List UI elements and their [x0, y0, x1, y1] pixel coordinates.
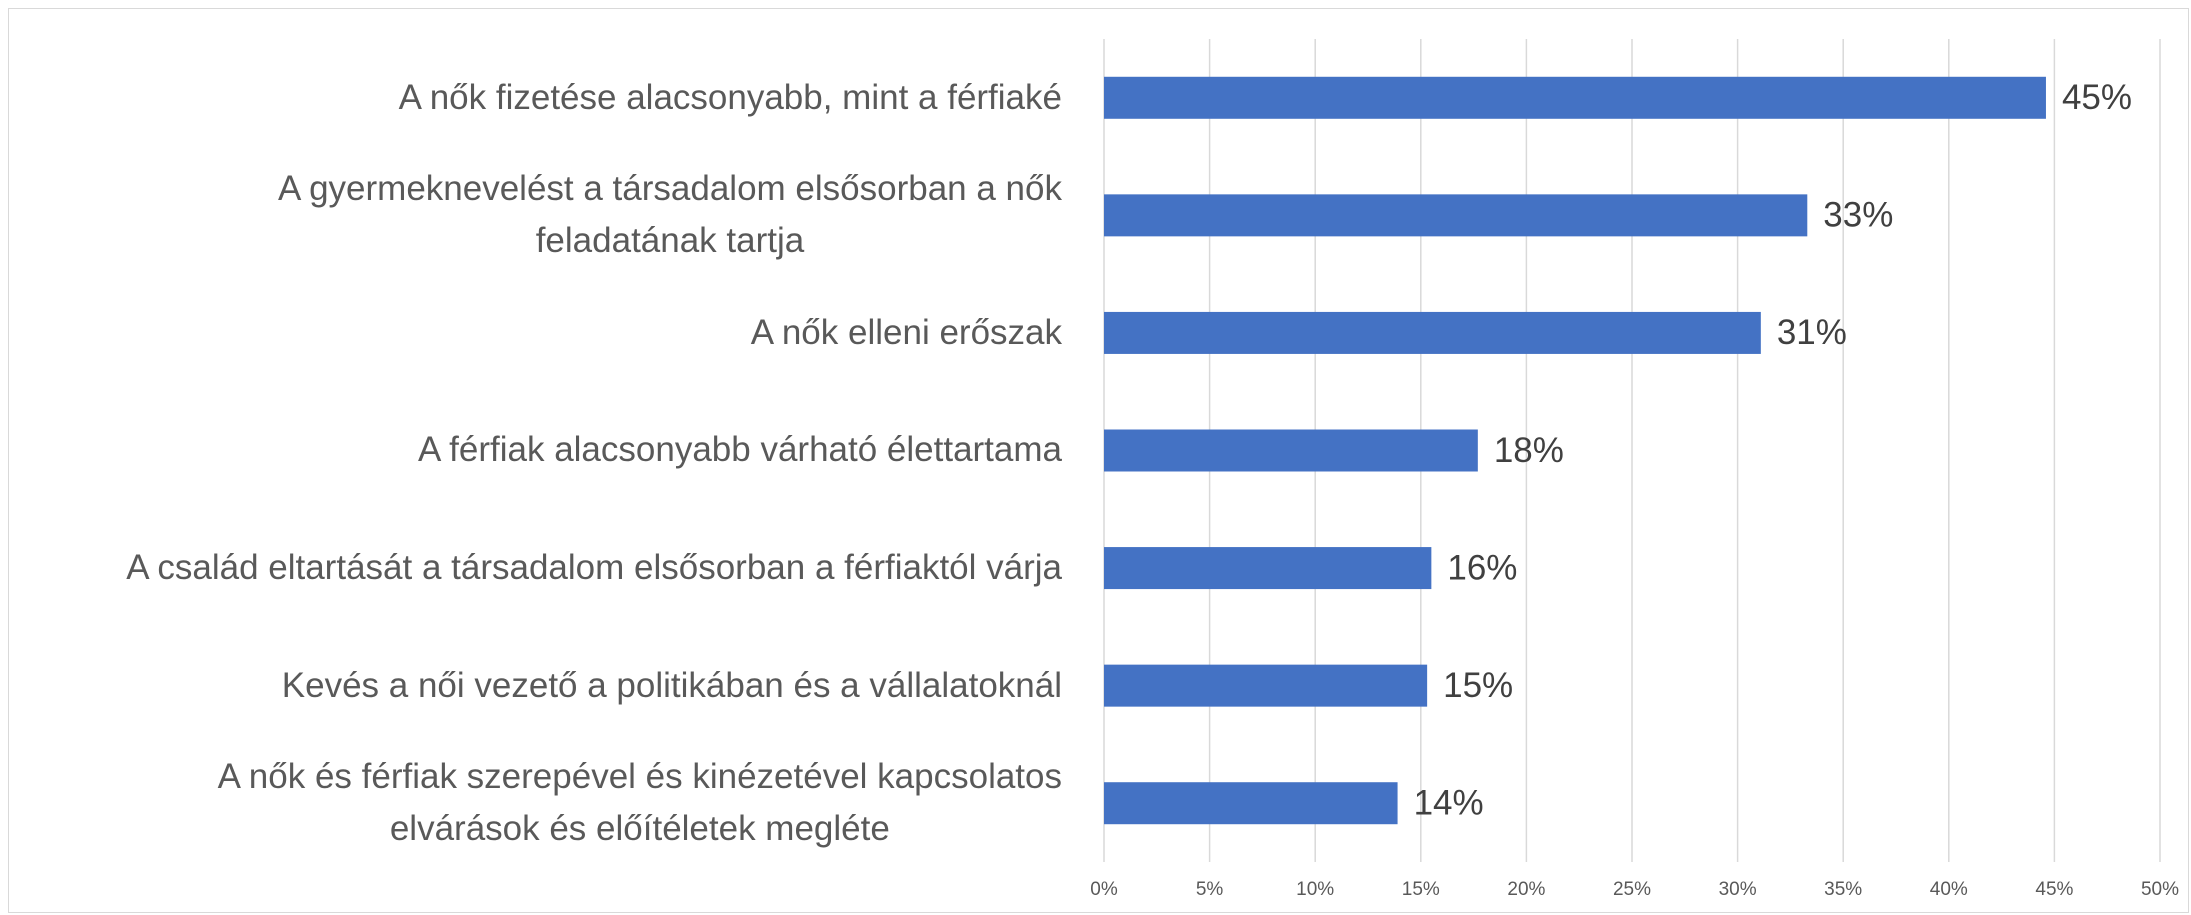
x-tick-label: 40%	[1930, 879, 1968, 900]
category-label: A férfiak alacsonyabb várható élettartam…	[418, 430, 1062, 470]
category-label: Kevés a női vezető a politikában és a vá…	[281, 665, 1062, 705]
bar	[1104, 664, 1428, 707]
x-tick-label: 50%	[2141, 879, 2179, 900]
category-label-box: A nők és férfiak szerepével és kinézetév…	[10, 744, 1062, 862]
x-tick-label: 5%	[1196, 879, 1224, 900]
x-tick-label: 10%	[1296, 879, 1334, 900]
bar	[1104, 782, 1398, 825]
x-tick-label: 0%	[1090, 879, 1118, 900]
x-tick-label: 45%	[2035, 879, 2073, 900]
x-tick-label: 35%	[1824, 879, 1862, 900]
x-tick-label: 30%	[1719, 879, 1757, 900]
category-label-box: A család eltartását a társadalom elsősor…	[10, 509, 1062, 627]
value-label: 31%	[1777, 313, 1847, 352]
category-label-box: A gyermeknevelést a társadalom elsősorba…	[10, 157, 1062, 275]
category-label: A gyermeknevelést a társadalom elsősorba…	[277, 169, 1062, 261]
chart-frame	[8, 8, 2189, 913]
bar	[1104, 311, 1761, 354]
category-label: A nők és férfiak szerepével és kinézetév…	[217, 757, 1062, 849]
category-label: A család eltartását a társadalom elsősor…	[126, 548, 1062, 588]
value-label: 14%	[1414, 783, 1484, 822]
x-tick-label: 15%	[1402, 879, 1440, 900]
x-tick-label: 20%	[1507, 879, 1545, 900]
bar	[1104, 547, 1432, 590]
value-label: 45%	[2062, 78, 2132, 117]
bar	[1104, 76, 2046, 119]
category-label-box: A férfiak alacsonyabb várható élettartam…	[10, 392, 1062, 510]
category-label-box: Kevés a női vezető a politikában és a vá…	[10, 627, 1062, 745]
bar	[1104, 194, 1808, 237]
value-label: 15%	[1443, 666, 1513, 705]
category-label-box: A nők elleni erőszak	[10, 274, 1062, 392]
category-label-box: A nők fizetése alacsonyabb, mint a férfi…	[10, 39, 1062, 157]
value-label: 18%	[1494, 431, 1564, 470]
value-label: 33%	[1823, 196, 1893, 235]
x-tick-label: 25%	[1613, 879, 1651, 900]
category-label: A nők elleni erőszak	[750, 312, 1062, 352]
value-label: 16%	[1447, 548, 1517, 587]
bar	[1104, 429, 1478, 472]
category-label: A nők fizetése alacsonyabb, mint a férfi…	[398, 77, 1062, 117]
